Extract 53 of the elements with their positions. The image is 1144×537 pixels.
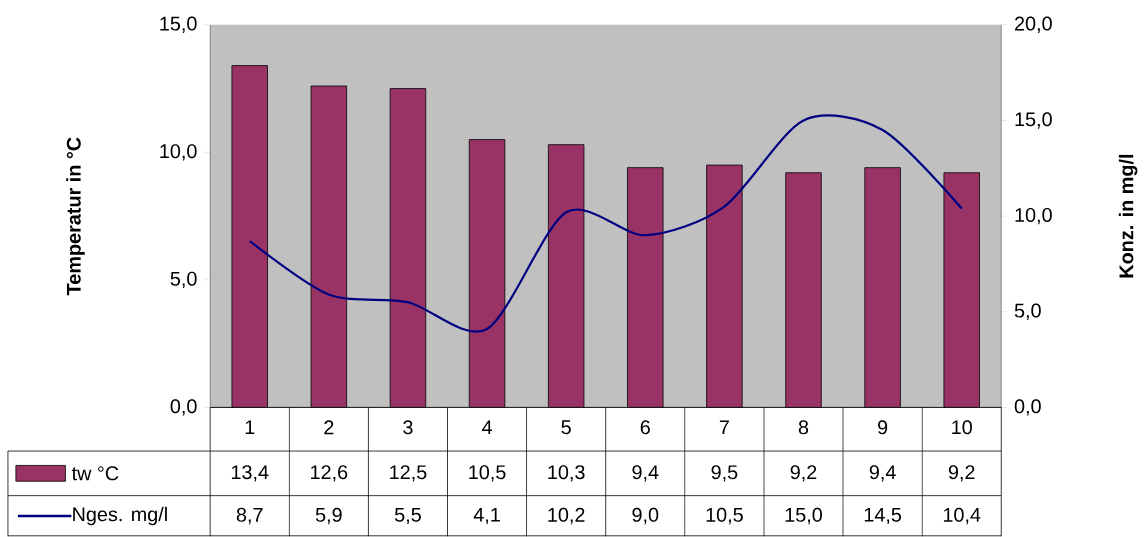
data-label: 5,9 [315,507,342,525]
y2-tick-label: 20,0 [1015,16,1052,34]
y2-tick-label: 0,0 [1014,399,1041,416]
data-label: 5,5 [394,508,421,525]
data-label: 10,5 [469,465,506,482]
data-label: 9,4 [632,465,659,482]
bar [310,85,348,408]
x-tick-label: 5 [561,420,571,435]
data-label: 9,0 [632,507,659,525]
bar [627,167,664,408]
x-tick-label: 3 [403,420,413,435]
x-tick-label: 4 [481,420,492,435]
y-tick-label: 10,0 [160,144,197,161]
x-tick-label: 6 [640,420,650,435]
bar [706,164,743,408]
data-label: 13,4 [231,465,269,482]
bar [785,172,822,408]
data-label: 9,4 [869,465,896,482]
data-label: 8,7 [236,507,263,525]
y-tick-label: 0,0 [170,399,197,416]
y-tick-label: 15,0 [160,16,197,34]
legend-label: Nges. mg/l [73,506,167,526]
data-label: 12,6 [311,465,348,482]
legend-label: tw °C [71,466,119,481]
x-tick-label: 2 [324,420,334,435]
y2-tick-label: 15,0 [1015,112,1052,129]
bar [468,139,506,408]
data-label: 9,5 [711,465,738,482]
data-label: 4,1 [473,508,500,525]
x-tick-label: 7 [719,420,729,435]
y2-tick-label: 10,0 [1015,208,1052,225]
x-tick-label: 1 [245,420,255,435]
data-label: 15,0 [785,507,822,525]
bar [943,172,980,408]
data-label: 14,5 [864,508,902,525]
bar [864,167,901,408]
x-tick-label: 10 [952,420,972,435]
y-tick-label: 5,0 [170,271,197,289]
data-label: 9,2 [790,465,817,482]
bar [231,65,268,408]
bar [389,88,427,408]
x-tick-label: 8 [798,420,809,435]
x-tick-label: 9 [878,420,888,435]
y2-tick-label: 5,0 [1014,303,1041,321]
data-label: 10,5 [706,507,743,525]
y-axis-title: Temperatur in °C [66,137,85,296]
data-label: 12,5 [390,465,427,482]
y2-axis-title: Konz. in mg/l [1118,155,1138,278]
data-label: 9,2 [948,465,975,482]
data-label: 10,2 [548,507,585,525]
bar [547,144,585,408]
data-label: 10,3 [548,465,585,482]
data-label: 10,4 [943,507,981,525]
